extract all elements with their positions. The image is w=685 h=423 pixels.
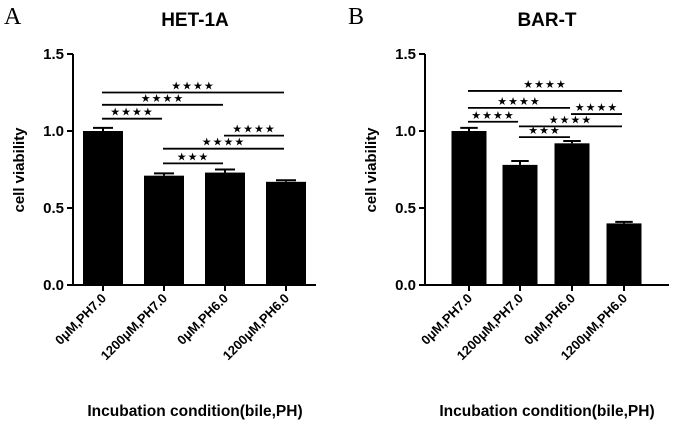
significance-label: ★★★★ <box>232 123 275 136</box>
significance-label: ★★★★ <box>523 78 566 91</box>
y-tick-label: 1.0 <box>395 123 416 140</box>
y-tick-label: 1.5 <box>43 46 64 63</box>
x-tick-label: 0μM,PH6.0 <box>521 291 578 348</box>
bar <box>205 172 245 285</box>
x-axis-label: Incubation condition(bile,PH) <box>439 403 654 420</box>
panel-b-chart: B BAR-T cell viability Incubation condit… <box>348 4 669 420</box>
significance-label: ★★★★ <box>497 95 540 108</box>
significance-label: ★★★★ <box>171 80 214 93</box>
x-axis-label: Incubation condition(bile,PH) <box>87 403 302 420</box>
significance-label: ★★★★ <box>202 136 245 149</box>
bar <box>451 131 487 285</box>
y-tick-label: 0.0 <box>43 277 64 294</box>
significance-label: ★★★ <box>177 150 210 163</box>
significance-label: ★★★★ <box>110 106 153 119</box>
y-tick-label: 1.0 <box>43 123 64 140</box>
significance-label: ★★★★ <box>141 92 184 105</box>
y-tick-label: 1.5 <box>395 46 416 63</box>
significance-label: ★★★★ <box>471 109 514 122</box>
y-tick-label: 0.5 <box>395 200 416 217</box>
bar <box>606 223 642 285</box>
panel-b-label: B <box>348 4 364 30</box>
x-tick-label: 0μM,PH7.0 <box>52 291 109 348</box>
chart-title: BAR-T <box>517 10 576 31</box>
panel-a-label: A <box>4 4 22 30</box>
panel-a-chart: A HET-1A cell viability Incubation condi… <box>4 4 316 420</box>
y-axis-label: cell viability <box>363 127 380 213</box>
bar <box>502 164 538 285</box>
y-tick-label: 0.0 <box>395 277 416 294</box>
bar <box>144 175 184 285</box>
bar <box>554 143 590 285</box>
significance-label: ★★★ <box>528 124 561 137</box>
y-axis-label: cell viability <box>11 127 28 213</box>
bar <box>83 131 123 285</box>
significance-label: ★★★★ <box>575 101 618 114</box>
y-tick-label: 0.5 <box>43 200 64 217</box>
bar <box>266 181 306 285</box>
plot-area: 0.00.51.01.50μM,PH7.01200μM,PH7.00μM,PH6… <box>395 46 669 363</box>
x-tick-label: 0μM,PH6.0 <box>174 291 231 348</box>
chart-title: HET-1A <box>161 10 229 31</box>
significance-label: ★★★★ <box>549 113 592 126</box>
